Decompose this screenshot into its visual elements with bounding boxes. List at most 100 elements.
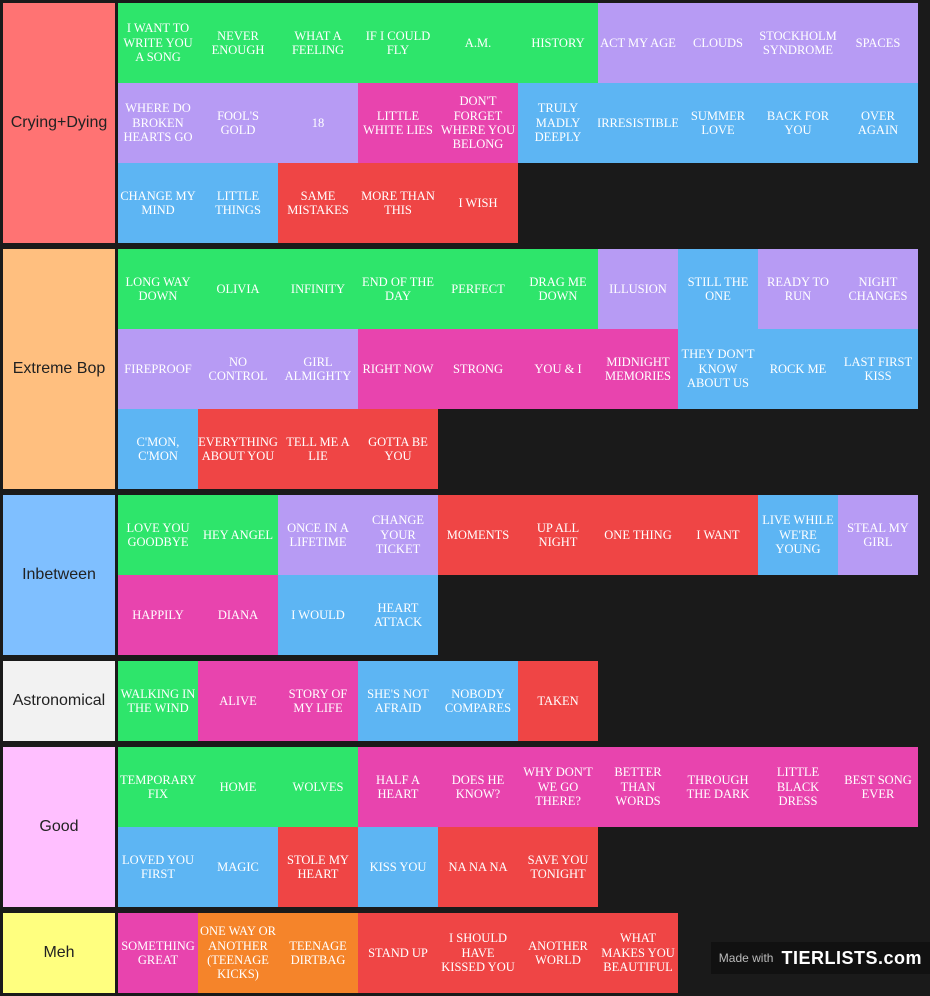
tier-item[interactable]: Temporary fix (118, 747, 198, 827)
tier-item[interactable]: If I could fly (358, 3, 438, 83)
tier-item[interactable]: Little things (198, 163, 278, 243)
made-with-watermark[interactable]: Made with TIERLISTS.com (710, 942, 930, 974)
tier-item[interactable]: Little white lies (358, 83, 438, 163)
tier-item[interactable]: Stand up (358, 913, 438, 993)
tier-item[interactable]: Summer love (678, 83, 758, 163)
tier-item[interactable]: Story of my life (278, 661, 358, 741)
tier-item[interactable]: Change your ticket (358, 495, 438, 575)
tier-item[interactable]: Still the one (678, 249, 758, 329)
tier-item[interactable]: I want (678, 495, 758, 575)
tier-label[interactable]: Crying+Dying (3, 3, 115, 243)
tier-item[interactable]: Does he know? (438, 747, 518, 827)
tier-item[interactable]: Clouds (678, 3, 758, 83)
tier-item[interactable]: Stole my heart (278, 827, 358, 907)
tier-item[interactable]: Nobody compares (438, 661, 518, 741)
tier-item[interactable]: Long way down (118, 249, 198, 329)
tier-item[interactable]: Never enough (198, 3, 278, 83)
tier-item[interactable]: What a feeling (278, 3, 358, 83)
tier-item[interactable]: Where do broken hearts go (118, 83, 198, 163)
tier-item[interactable]: You & I (518, 329, 598, 409)
tier-item[interactable]: Loved you first (118, 827, 198, 907)
tier-item[interactable]: Better than words (598, 747, 678, 827)
tier-item[interactable]: Infinity (278, 249, 358, 329)
tier-label[interactable]: Astronomical (3, 661, 115, 741)
tier-item[interactable]: Heart attack (358, 575, 438, 655)
tier-item[interactable]: Hey angel (198, 495, 278, 575)
tier-item[interactable]: Happily (118, 575, 198, 655)
tier-item[interactable]: Over again (838, 83, 918, 163)
tier-item[interactable]: Live while we're young (758, 495, 838, 575)
tier-label[interactable]: Meh (3, 913, 115, 993)
tier-item[interactable]: She's not afraid (358, 661, 438, 741)
tier-item[interactable]: Everything about you (198, 409, 278, 489)
tier-item[interactable]: Diana (198, 575, 278, 655)
tier-item[interactable]: Spaces (838, 3, 918, 83)
tier-item[interactable]: Wolves (278, 747, 358, 827)
tier-item[interactable]: Fireproof (118, 329, 198, 409)
tier-item[interactable]: Walking in the wind (118, 661, 198, 741)
tier-item[interactable]: Don't forget where you belong (438, 83, 518, 163)
tier-item[interactable]: Teenage dirtbag (278, 913, 358, 993)
tier-item[interactable]: Change my mind (118, 163, 198, 243)
tier-item[interactable]: Na na na (438, 827, 518, 907)
tier-item[interactable]: Taken (518, 661, 598, 741)
tier-item[interactable]: One thing (598, 495, 678, 575)
tier-item[interactable]: Illusion (598, 249, 678, 329)
tier-item[interactable]: End of the day (358, 249, 438, 329)
tier-item[interactable]: Back for you (758, 83, 838, 163)
tier-item[interactable]: Up all night (518, 495, 598, 575)
tier-item[interactable]: No control (198, 329, 278, 409)
tier-label[interactable]: Inbetween (3, 495, 115, 655)
tier-item[interactable]: C'mon, c'mon (118, 409, 198, 489)
tier-label[interactable]: Extreme Bop (3, 249, 115, 489)
tier-item[interactable]: A.M. (438, 3, 518, 83)
tier-item[interactable]: What makes you beautiful (598, 913, 678, 993)
tier-item[interactable]: Drag me down (518, 249, 598, 329)
tier-item[interactable]: Through the dark (678, 747, 758, 827)
tier-item[interactable]: Ready to run (758, 249, 838, 329)
tier-label[interactable]: Good (3, 747, 115, 907)
tier-item[interactable]: Irresistible (598, 83, 678, 163)
tier-item[interactable]: Why don't we go there? (518, 747, 598, 827)
tier-item[interactable]: History (518, 3, 598, 83)
tier-item[interactable]: Strong (438, 329, 518, 409)
tier-item[interactable]: Little black dress (758, 747, 838, 827)
tier-item[interactable]: Right now (358, 329, 438, 409)
tier-item[interactable]: I wish (438, 163, 518, 243)
tier-item[interactable]: 18 (278, 83, 358, 163)
tier-item[interactable]: Tell me a lie (278, 409, 358, 489)
tier-item[interactable]: Midnight memories (598, 329, 678, 409)
tier-item[interactable]: Rock me (758, 329, 838, 409)
tier-item[interactable]: Half a heart (358, 747, 438, 827)
tier-item[interactable]: Truly madly deeply (518, 83, 598, 163)
tier-item[interactable]: Fool's gold (198, 83, 278, 163)
tier-item[interactable]: Something great (118, 913, 198, 993)
tier-item[interactable]: Alive (198, 661, 278, 741)
tier-item[interactable]: Best song ever (838, 747, 918, 827)
tier-item[interactable]: Love you goodbye (118, 495, 198, 575)
tier-item[interactable]: Last first kiss (838, 329, 918, 409)
tier-item[interactable]: Another world (518, 913, 598, 993)
tier-item[interactable]: They don't know about us (678, 329, 758, 409)
tier-item[interactable]: Magic (198, 827, 278, 907)
tier-item[interactable]: I should have kissed you (438, 913, 518, 993)
tier-item[interactable]: I want to write you a song (118, 3, 198, 83)
tier-item[interactable]: One way or another (teenage kicks) (198, 913, 278, 993)
tier-item[interactable]: Home (198, 747, 278, 827)
tier-item[interactable]: Kiss you (358, 827, 438, 907)
tier-item[interactable]: More than this (358, 163, 438, 243)
tier-item[interactable]: Olivia (198, 249, 278, 329)
tier-row: Astronomical Walking in the wind Alive Stor… (0, 658, 930, 744)
tier-item[interactable]: Stockholm syndrome (758, 3, 838, 83)
tier-item[interactable]: Perfect (438, 249, 518, 329)
tier-item[interactable]: Girl almighty (278, 329, 358, 409)
tier-item[interactable]: Same mistakes (278, 163, 358, 243)
tier-item[interactable]: Steal my girl (838, 495, 918, 575)
tier-item[interactable]: Act my age (598, 3, 678, 83)
tier-item[interactable]: Save you tonight (518, 827, 598, 907)
tier-item[interactable]: Once in a lifetime (278, 495, 358, 575)
tier-item[interactable]: I would (278, 575, 358, 655)
tier-item[interactable]: Night changes (838, 249, 918, 329)
tier-item[interactable]: Gotta be you (358, 409, 438, 489)
tier-item[interactable]: Moments (438, 495, 518, 575)
